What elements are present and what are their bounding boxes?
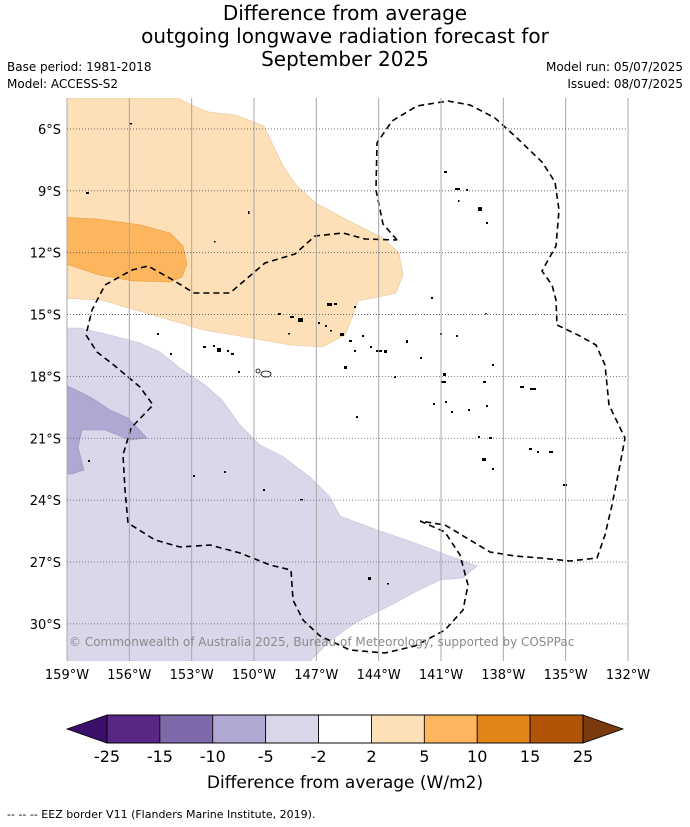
- base-period: Base period: 1981-2018: [7, 60, 152, 74]
- longitude-tick-label: 156°W: [107, 668, 151, 683]
- colorbar-tick-label: 5: [419, 747, 429, 766]
- longitude-tick-label: 153°W: [170, 668, 214, 683]
- island-outlines: [255, 368, 272, 378]
- longitude-tick-label: 138°W: [481, 668, 525, 683]
- latitude-gridlines: [67, 128, 628, 625]
- latitude-tick-label: 21°S: [30, 432, 61, 447]
- latitude-labels: 6°S 9°S 12°S 15°S 18°S 21°S 24°S 27°S 30°S: [30, 123, 61, 633]
- longitude-tick-label: 159°W: [45, 668, 89, 683]
- latitude-tick-label: 12°S: [30, 247, 61, 262]
- colorbar-bin: [159, 714, 214, 744]
- colorbar-tick-label: -15: [147, 747, 173, 766]
- colorbar-bin: [106, 714, 161, 744]
- colorbar-outline: [106, 714, 584, 744]
- eez-borders: [85, 100, 626, 654]
- title-line-2: outgoing longwave radiation forecast for: [141, 24, 549, 48]
- colorbar-tick-label: 25: [573, 747, 593, 766]
- colorbar-bin: [476, 714, 531, 744]
- positive-anomaly-medium-region: [67, 217, 188, 283]
- colorbar-high-extension: [582, 714, 625, 744]
- positive-anomaly-light-region: [67, 98, 404, 348]
- model-run-date: Model run: 05/07/2025: [545, 60, 683, 74]
- colorbar-tick-label: -2: [311, 747, 327, 766]
- colorbar-low-extension: [65, 714, 108, 744]
- longitude-labels: 159°W 156°W 153°W 150°W 147°W 144°W 141°W 138°W…: [45, 668, 650, 683]
- colorbar-bin: [423, 714, 478, 744]
- colorbar-tick-label: -5: [258, 747, 274, 766]
- longitude-tick-label: 150°W: [232, 668, 276, 683]
- run-info: Model run: 05/07/2025 Issued: 08/07/2025: [546, 59, 683, 93]
- model-name: Model: ACCESS-S2: [7, 77, 119, 91]
- longitude-tick-label: 144°W: [357, 668, 401, 683]
- colorbar-tick-label: 15: [520, 747, 540, 766]
- colorbar-tick-label: 10: [467, 747, 487, 766]
- colorbar-tick-label: 2: [366, 747, 376, 766]
- latitude-tick-label: 30°S: [30, 618, 61, 633]
- colorbar-label: Difference from average (W/m2): [207, 773, 483, 793]
- title-line-3: September 2025: [261, 47, 429, 71]
- latitude-tick-label: 15°S: [30, 309, 61, 324]
- colorbar-bin: [371, 714, 425, 744]
- model-info: Base period: 1981-2018 Model: ACCESS-S2: [7, 59, 152, 93]
- colorbar-bin: [529, 714, 584, 744]
- anomaly-field: [67, 98, 478, 661]
- longitude-tick-label: 135°W: [544, 668, 588, 683]
- negative-anomaly-medium-region: [67, 385, 148, 475]
- latitude-tick-label: 6°S: [38, 123, 61, 138]
- colorbar-bins: [106, 714, 584, 744]
- latitude-tick-label: 24°S: [30, 494, 61, 509]
- colorbar-tick-labels: -25 -15 -10 -5 -2 2 5 10 15 25: [94, 747, 593, 766]
- colorbar-tick-label: -25: [94, 747, 120, 766]
- map-title: Difference from average outgoing longwav…: [0, 2, 690, 71]
- colorbar-bin: [212, 714, 267, 744]
- negative-anomaly-light-region: [67, 327, 478, 661]
- colorbar-tick-label: -10: [200, 747, 226, 766]
- longitude-tick-label: 132°W: [606, 668, 650, 683]
- eez-border-south-loop: [85, 232, 469, 654]
- longitude-gridlines: [66, 98, 629, 661]
- latitude-tick-label: 27°S: [30, 556, 61, 571]
- copyright-notice: © Commonwealth of Australia 2025, Bureau…: [69, 635, 574, 649]
- latitude-tick-label: 9°S: [38, 185, 61, 200]
- longitude-tick-label: 147°W: [294, 668, 338, 683]
- colorbar: -25 -15 -10 -5 -2 2 5 10 15 25 Difference from av…: [65, 714, 625, 793]
- longitude-tick-label: 141°W: [419, 668, 463, 683]
- colorbar-bin: [265, 714, 319, 744]
- eez-legend-note: -- -- -- EEZ border V11 (Flanders Marine…: [7, 808, 316, 821]
- colorbar-bin: [318, 714, 372, 744]
- title-line-1: Difference from average: [222, 1, 468, 25]
- latitude-tick-label: 18°S: [30, 370, 61, 385]
- eez-border-cook-islands-french-polynesia-west: [375, 100, 626, 562]
- issued-date: Issued: 08/07/2025: [567, 77, 683, 91]
- forecast-map: © Commonwealth of Australia 2025, Bureau…: [30, 98, 650, 793]
